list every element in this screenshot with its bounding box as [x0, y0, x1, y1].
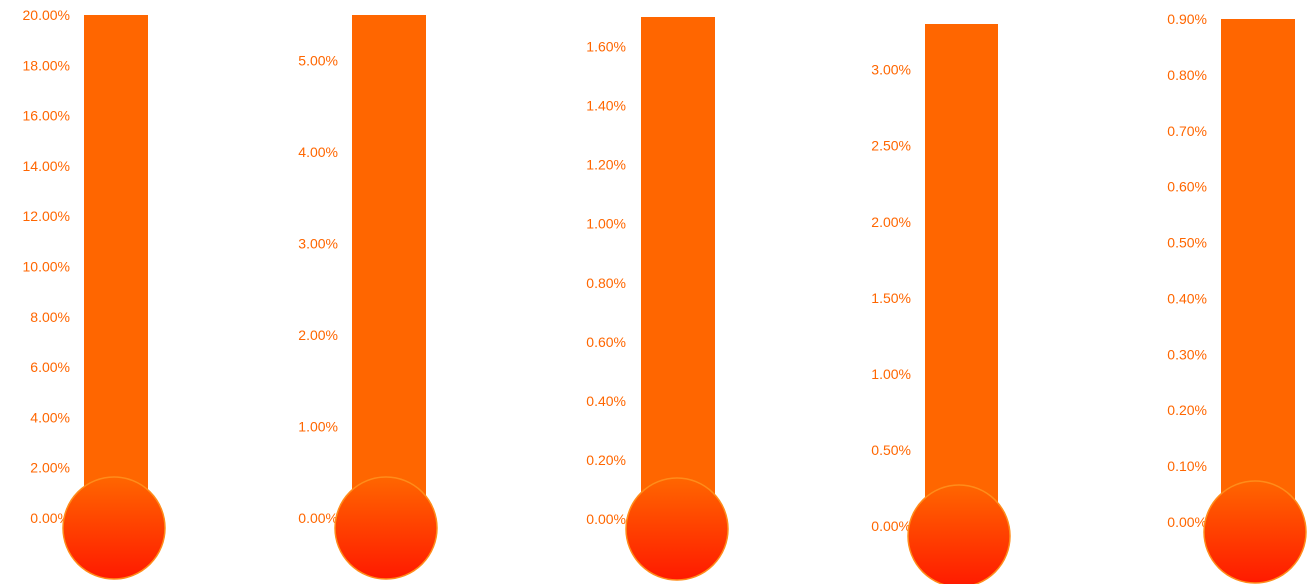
- tick-label: 0.40%: [586, 393, 626, 409]
- thermometer-tube: [641, 17, 715, 529]
- thermometer-bulb: [625, 477, 729, 581]
- tick-label: 0.80%: [1167, 67, 1207, 83]
- tick-label: 0.50%: [871, 442, 911, 458]
- tick-label: 12.00%: [23, 208, 70, 224]
- thermometer-1: 0.00% 2.00% 4.00% 6.00% 8.00% 10.00% 12.00% 14.…: [23, 7, 166, 580]
- charts-layer: 0.00% 2.00% 4.00% 6.00% 8.00% 10.00% 12.00% 14.…: [23, 7, 1307, 584]
- thermometer-2: 0.00% 1.00% 2.00% 3.00% 4.00% 5.00%: [298, 15, 438, 580]
- thermometer-5: 0.00% 0.10% 0.20% 0.30% 0.40% 0.50% 0.60% 0.70%…: [1167, 11, 1307, 584]
- tick-label: 0.80%: [586, 275, 626, 291]
- tick-label: 4.00%: [298, 144, 338, 160]
- tick-label: 0.00%: [30, 510, 70, 526]
- tick-label: 6.00%: [30, 359, 70, 375]
- thermometer-4: 0.00% 0.50% 1.00% 1.50% 2.00% 2.50% 3.00%: [871, 24, 1011, 584]
- tick-label: 5.00%: [298, 53, 338, 69]
- tick-label: 0.60%: [586, 334, 626, 350]
- tick-label: 1.20%: [586, 157, 626, 173]
- tick-label: 0.90%: [1167, 11, 1207, 27]
- tick-label: 0.20%: [1167, 402, 1207, 418]
- tick-label: 0.60%: [1167, 179, 1207, 195]
- tick-label: 1.00%: [586, 216, 626, 232]
- tick-label: 0.20%: [586, 452, 626, 468]
- tick-label: 1.40%: [586, 98, 626, 114]
- thermometer-tube: [84, 15, 148, 528]
- tick-label: 4.00%: [30, 409, 70, 425]
- tick-label: 1.50%: [871, 290, 911, 306]
- tick-label: 0.00%: [586, 511, 626, 527]
- thermometer-3: 0.00% 0.20% 0.40% 0.60% 0.80% 1.00% 1.20% 1.40%…: [586, 17, 729, 581]
- tick-label: 0.00%: [298, 510, 338, 526]
- tick-label: 2.00%: [30, 460, 70, 476]
- tick-label: 18.00%: [23, 57, 70, 73]
- thermometer-tube: [1221, 19, 1295, 532]
- tick-label: 0.00%: [871, 518, 911, 534]
- tick-label: 2.50%: [871, 138, 911, 154]
- tick-label: 0.50%: [1167, 235, 1207, 251]
- tick-label: 0.30%: [1167, 346, 1207, 362]
- thermometer-bulb: [907, 484, 1011, 584]
- tick-label: 0.10%: [1167, 458, 1207, 474]
- thermometer-tube: [352, 15, 426, 528]
- thermometer-bulb: [62, 476, 166, 580]
- tick-label: 20.00%: [23, 7, 70, 23]
- tick-label: 2.00%: [871, 214, 911, 230]
- tick-label: 0.40%: [1167, 290, 1207, 306]
- thermometer-bulb: [334, 476, 438, 580]
- tick-label: 14.00%: [23, 158, 70, 174]
- tick-label: 1.00%: [298, 419, 338, 435]
- thermometer-bulb: [1203, 480, 1307, 584]
- tick-label: 1.60%: [586, 39, 626, 55]
- tick-label: 16.00%: [23, 108, 70, 124]
- tick-label: 8.00%: [30, 309, 70, 325]
- tick-label: 2.00%: [298, 327, 338, 343]
- tick-label: 0.70%: [1167, 123, 1207, 139]
- thermometer-tube: [925, 24, 998, 536]
- tick-label: 10.00%: [23, 259, 70, 275]
- tick-label: 3.00%: [871, 62, 911, 78]
- tick-label: 3.00%: [298, 236, 338, 252]
- tick-label: 1.00%: [871, 366, 911, 382]
- tick-label: 0.00%: [1167, 514, 1207, 530]
